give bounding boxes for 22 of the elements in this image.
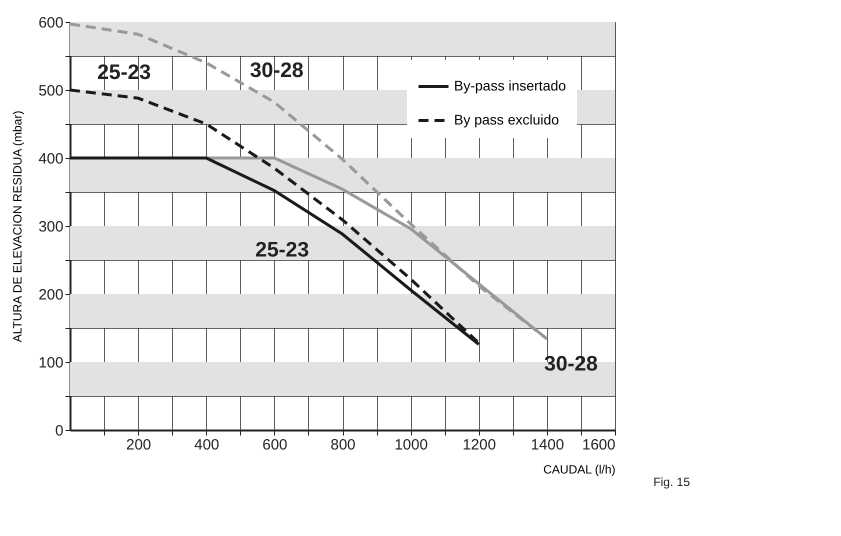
x-tick-label: 1200	[462, 436, 496, 454]
x-tick-label: 200	[126, 436, 152, 454]
x-tick-label: 1600	[582, 436, 616, 454]
legend-label: By-pass insertado	[454, 78, 566, 94]
y-tick-label: 100	[38, 354, 64, 372]
x-tick-label: 600	[262, 436, 288, 454]
y-tick-label: 200	[38, 286, 64, 304]
x-tick-label: 1400	[530, 436, 564, 454]
y-tick-label: 0	[55, 422, 64, 440]
annotation: 30-28	[544, 352, 598, 376]
x-tick-label: 400	[194, 436, 220, 454]
caption: Fig. 15	[653, 475, 690, 489]
y-tick-label: 400	[38, 150, 64, 168]
x-tick-label: 800	[330, 436, 356, 454]
y-axis-title: ALTURA DE ELEVACION RESIDUA (mbar)	[10, 110, 24, 342]
y-tick-label: 600	[38, 14, 64, 32]
x-axis-title: CAUDAL (l/h)	[543, 462, 616, 476]
y-tick-label: 300	[38, 218, 64, 236]
x-tick-label: 1000	[394, 436, 428, 454]
legend-label: By pass excluido	[454, 112, 560, 128]
annotation: 25-23	[255, 238, 310, 262]
y-tick-label: 500	[38, 82, 64, 100]
